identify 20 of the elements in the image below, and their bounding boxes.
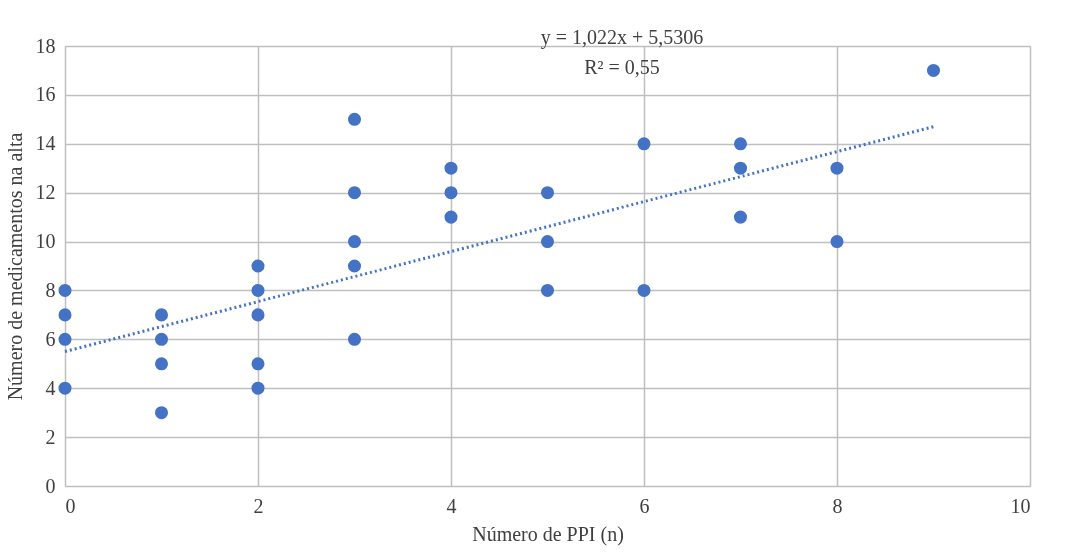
x-tick-label: 6 [639,494,650,517]
x-tick-label: 2 [253,494,264,517]
x-tick-label: 0 [65,494,76,517]
y-axis-title: Número de medicamentos na alta [3,132,26,401]
x-axis-title: Número de PPI (n) [472,522,624,546]
annotation: y = 1,022x + 5,5306 [540,26,704,49]
annotation: R² = 0,55 [584,56,660,78]
y-tick-label: 2 [45,425,56,448]
x-tick-label: 8 [832,494,843,517]
y-tick-label: 0 [45,474,56,497]
y-tick-label: 4 [45,376,56,399]
y-tick-label: 6 [45,327,56,350]
y-tick-label: 10 [35,230,56,253]
y-tick-label: 18 [35,34,56,57]
y-tick-label: 14 [35,132,56,155]
y-tick-label: 12 [35,181,56,204]
x-tick-label: 4 [446,494,457,517]
y-tick-label: 8 [45,278,56,301]
x-tick-label: 10 [1010,494,1031,517]
y-tick-label: 16 [35,83,56,106]
